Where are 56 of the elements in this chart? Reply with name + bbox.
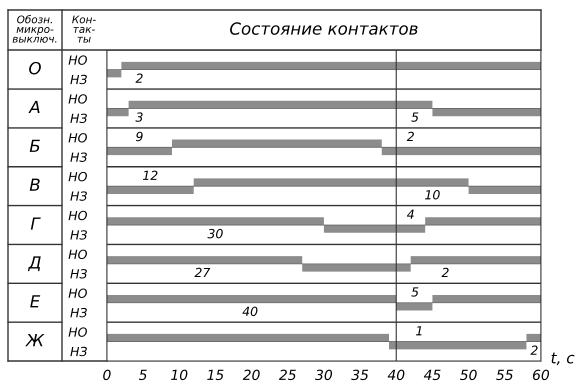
text: Обозн. микро- выключ. <box>12 15 56 43</box>
x-tick-label: 5 <box>138 370 147 380</box>
x-tick-label: 55 <box>496 370 513 380</box>
y-tick-label: НЗ <box>70 269 87 279</box>
y-axis-title: Кон-так-ты <box>72 16 96 43</box>
annotation: 4 <box>406 210 414 219</box>
text: Б <box>30 140 40 152</box>
y-tick-label: НО <box>68 250 87 260</box>
annotation: 2 <box>442 268 449 278</box>
y-tick-label: НО <box>68 55 87 65</box>
annotation: 30 <box>207 228 223 238</box>
x-tick-label: 50 <box>460 370 477 380</box>
x-tick-label: 15 <box>207 370 224 380</box>
x-tick-label: 45 <box>424 370 440 380</box>
annotation: 12 <box>142 170 158 180</box>
annotation: 40 <box>242 306 258 316</box>
annotation: 3 <box>136 112 143 122</box>
x-tick-label: 10 <box>171 370 188 380</box>
annotation: 27 <box>194 268 210 278</box>
text: Ж <box>25 334 45 346</box>
y-tick-label: НО <box>68 288 87 298</box>
x-axis-title: t, c <box>552 352 574 366</box>
y-tick-label: НО <box>68 172 87 182</box>
x-tick-label: 40 <box>388 370 404 380</box>
text: Д <box>28 256 41 272</box>
y-tick-label: НЗ <box>70 308 87 318</box>
y-tick-label: НЗ <box>70 230 87 240</box>
x-tick-label: 25 <box>278 370 296 380</box>
y-tick-label: НО <box>68 133 87 143</box>
annotation: 5 <box>411 112 418 122</box>
y-tick-label: НО <box>68 327 87 337</box>
annotation: 1 <box>416 326 422 336</box>
text: А <box>28 100 40 114</box>
y-tick-label: НО <box>68 210 87 220</box>
y-tick-label: НЗ <box>70 114 87 124</box>
annotation: 2 <box>530 345 538 355</box>
annotation: 2 <box>406 132 414 142</box>
x-tick-label: 35 <box>351 370 368 380</box>
text: Г <box>30 217 41 230</box>
y-tick-label: НЗ <box>70 191 87 201</box>
x-tick-label: 20 <box>242 370 260 380</box>
text: О <box>29 62 41 74</box>
y-tick-label: НЗ <box>70 152 87 162</box>
x-tick-label: 30 <box>315 370 332 380</box>
x-tick-label: 0 <box>103 370 111 380</box>
annotation: 9 <box>136 132 143 142</box>
annotation: 5 <box>411 287 418 297</box>
y-tick-label: НО <box>68 94 87 104</box>
annotation: 2 <box>136 73 143 83</box>
annotation: 10 <box>425 190 440 200</box>
y-tick-label: НЗ <box>70 346 87 356</box>
text: Е <box>30 295 40 308</box>
y-tick-label: НЗ <box>70 74 87 84</box>
chart-title: Состояние контактов <box>230 22 418 35</box>
text: В <box>30 178 40 191</box>
x-tick-label: 60 <box>532 370 550 380</box>
